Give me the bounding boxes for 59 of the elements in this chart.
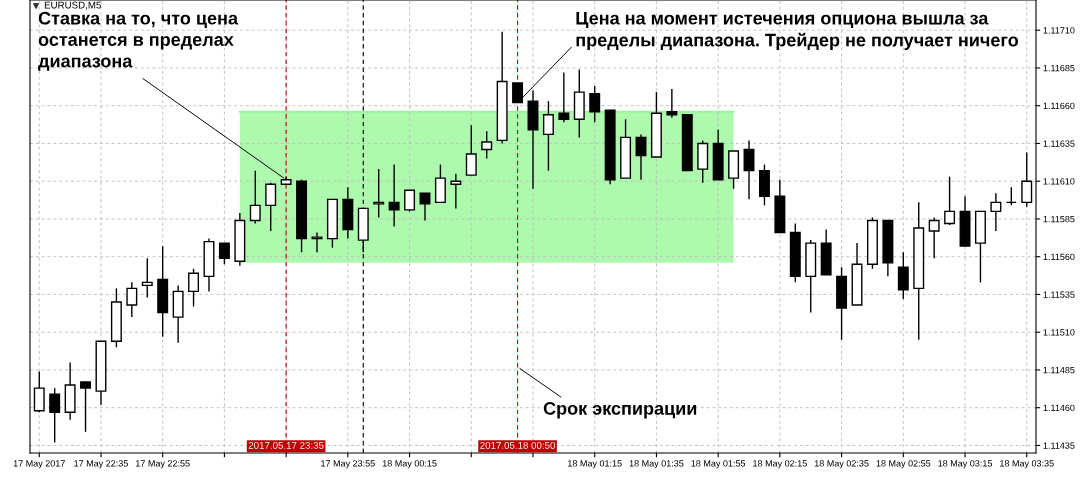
y-tick-label: 1.11685 bbox=[1043, 64, 1075, 72]
y-tick-label: 1.11560 bbox=[1043, 253, 1075, 261]
candlestick bbox=[141, 257, 153, 299]
x-tick-label: 18 May 01:55 bbox=[691, 460, 746, 469]
candlestick bbox=[928, 216, 940, 259]
annotation: Цена на момент истечения опциона вышла за пределы диапазона. Трейдер не получает ничего bbox=[576, 11, 1019, 51]
y-tick-label: 1.11710 bbox=[1043, 27, 1075, 34]
candlestick bbox=[49, 387, 61, 444]
candlestick bbox=[990, 192, 1002, 232]
x-tick-label: 17 May 2017 bbox=[13, 460, 65, 469]
candlestick bbox=[249, 169, 261, 225]
y-tick-label: 1.11635 bbox=[1043, 140, 1075, 147]
candlestick bbox=[388, 163, 400, 228]
annotation: Срок экспирации bbox=[543, 402, 697, 419]
x-tick-label: 18 May 02:35 bbox=[814, 460, 869, 469]
annotation: Ставка на то, что цена останется в пределах диапазона bbox=[38, 11, 239, 71]
x-tick-label: 18 May 01:35 bbox=[629, 460, 684, 469]
candlestick bbox=[373, 168, 385, 219]
x-tick-label: 18 May 01:15 bbox=[568, 460, 622, 469]
candlestick bbox=[666, 88, 678, 119]
candlestick bbox=[542, 100, 554, 172]
x-tick-label: 18 May 02:55 bbox=[876, 460, 931, 469]
candlestick bbox=[897, 251, 909, 300]
candlestick bbox=[33, 370, 45, 413]
candlestick bbox=[450, 172, 462, 210]
candlestick bbox=[419, 192, 431, 222]
x-tick-label: 17 May 22:35 bbox=[74, 460, 128, 469]
y-tick-label: 1.11485 bbox=[1043, 366, 1075, 374]
y-tick-label: 1.11460 bbox=[1043, 404, 1075, 412]
candlestick bbox=[311, 231, 323, 253]
candlestick bbox=[589, 85, 601, 124]
candlestick bbox=[188, 268, 200, 308]
y-tick-label: 1.11535 bbox=[1043, 291, 1075, 298]
y-tick-label: 1.11510 bbox=[1043, 329, 1075, 336]
candlestick bbox=[944, 175, 956, 226]
candlestick bbox=[743, 139, 755, 201]
candlestick bbox=[635, 133, 647, 181]
y-tick-label: 1.11435 bbox=[1043, 442, 1075, 449]
chart-title: EURUSD,M5 bbox=[44, 1, 101, 10]
candlestick bbox=[80, 381, 92, 433]
y-tick-label: 1.11610 bbox=[1043, 178, 1075, 185]
candlestick bbox=[465, 124, 477, 176]
x-tick-label: 17 May 23:55 bbox=[321, 460, 375, 469]
x-tick-label: 17 May 22:55 bbox=[136, 460, 190, 469]
ref-line-label: 2017.05.18 00:50 bbox=[480, 441, 556, 449]
candlestick bbox=[1021, 151, 1033, 208]
x-tick-label: 18 May 03:35 bbox=[1000, 460, 1054, 469]
candlestick bbox=[1005, 186, 1017, 207]
candlestick bbox=[126, 281, 138, 318]
ref-line-label: 2017.05.17 23:35 bbox=[248, 441, 324, 449]
x-tick-label: 18 May 02:15 bbox=[753, 460, 807, 469]
candlestick bbox=[481, 130, 493, 160]
x-tick-label: 18 May 00:15 bbox=[382, 460, 437, 469]
y-tick-label: 1.11585 bbox=[1043, 215, 1075, 223]
candlestick bbox=[558, 71, 570, 124]
candlestick bbox=[218, 242, 230, 265]
y-tick-label: 1.11660 bbox=[1043, 102, 1075, 110]
x-tick-label: 18 May 03:15 bbox=[938, 460, 992, 469]
candlestick bbox=[265, 182, 277, 232]
